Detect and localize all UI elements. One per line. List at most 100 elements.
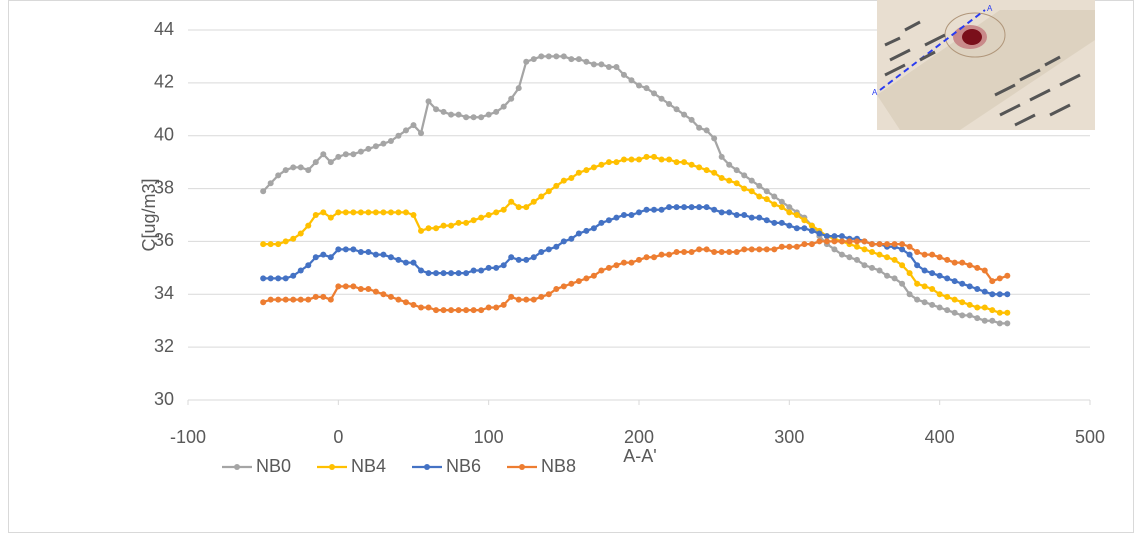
point [441,307,447,313]
point [546,246,552,252]
point [486,265,492,271]
point [674,249,680,255]
point [493,109,499,115]
point [561,178,567,184]
point [741,246,747,252]
point [922,252,928,258]
x-axis-title: A-A' [623,446,656,466]
x-tick-label: 500 [1075,427,1105,447]
point [794,212,800,218]
point [907,291,913,297]
point [568,56,574,62]
point [493,305,499,311]
point [644,85,650,91]
point [959,312,965,318]
point [944,307,950,313]
point [380,291,386,297]
point [523,204,529,210]
point [606,265,612,271]
point [478,215,484,221]
point [726,162,732,168]
point [313,159,319,165]
y-tick-label: 32 [154,336,174,356]
point [411,212,417,218]
point [298,268,304,274]
point [516,297,522,303]
point [531,56,537,62]
point [846,238,852,244]
y-tick-label: 40 [154,124,174,144]
point [696,164,702,170]
point [989,307,995,313]
point [411,302,417,308]
point [719,249,725,255]
point [283,238,289,244]
point [313,254,319,260]
point [568,175,574,181]
point [877,252,883,258]
point [471,217,477,223]
point [809,223,815,229]
point [711,135,717,141]
point [869,241,875,247]
point [583,275,589,281]
point [741,172,747,178]
point [786,244,792,250]
point [290,297,296,303]
point [613,262,619,268]
point [591,225,597,231]
point [583,228,589,234]
point [448,307,454,313]
point [373,209,379,215]
point [704,127,710,133]
point [441,223,447,229]
point [343,151,349,157]
point [546,291,552,297]
point [899,262,905,268]
point [929,270,935,276]
point [756,246,762,252]
point [508,294,514,300]
point [884,241,890,247]
point [388,209,394,215]
point [268,180,274,186]
point [418,228,424,234]
point [411,260,417,266]
point [869,265,875,271]
point [839,238,845,244]
point [471,268,477,274]
point [816,238,822,244]
point [426,270,432,276]
point [411,122,417,128]
point [659,157,665,163]
x-tick-label: 100 [474,427,504,447]
point [328,215,334,221]
point [952,260,958,266]
point [726,249,732,255]
point [764,188,770,194]
point [350,151,356,157]
point [674,159,680,165]
point [771,246,777,252]
point [974,265,980,271]
point [553,183,559,189]
x-tick-label: 0 [333,427,343,447]
point [403,209,409,215]
point [862,246,868,252]
point [839,233,845,239]
point [591,164,597,170]
point [298,164,304,170]
point [335,246,341,252]
point [343,209,349,215]
point [831,233,837,239]
point [877,268,883,274]
point [952,278,958,284]
point [719,175,725,181]
point [598,220,604,226]
point [335,154,341,160]
y-tick-label: 38 [154,177,174,197]
point [801,225,807,231]
point [501,302,507,308]
point [659,252,665,258]
point [997,320,1003,326]
